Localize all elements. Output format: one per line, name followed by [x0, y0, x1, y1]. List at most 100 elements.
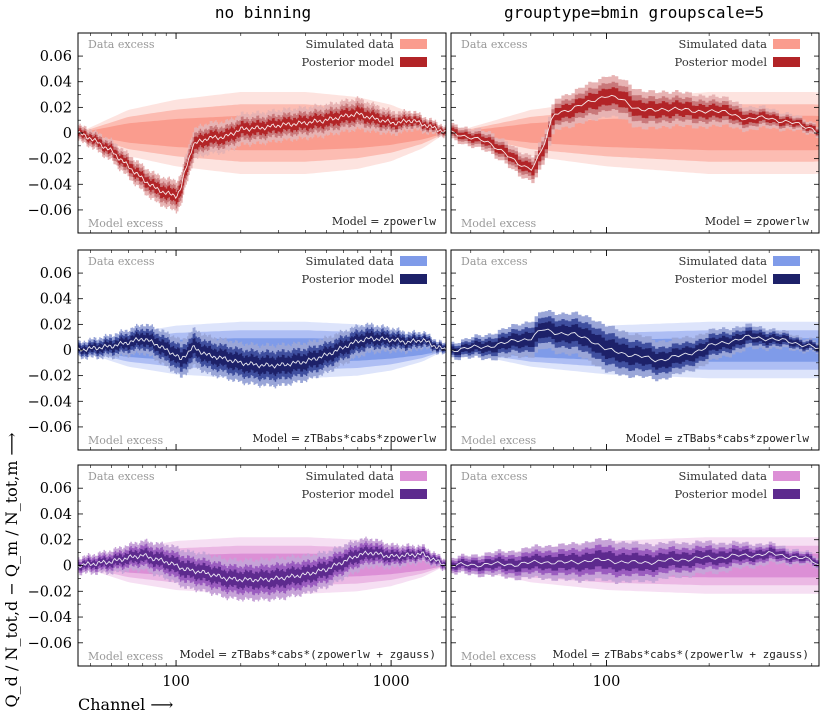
- model-excess-label: Model excess: [88, 434, 163, 447]
- legend-simulated-swatch: [773, 39, 800, 49]
- panel-r2-c2: Data excess Model excess Simulated data Pos…: [450, 249, 820, 451]
- panel-r3-c1: −0.06 −0.04 −0.02 0 0.02 0.04 0.06 100 1000 Data …: [28, 464, 447, 690]
- legend-simulated-swatch: [773, 471, 800, 481]
- x-tick-label: 100: [593, 674, 621, 690]
- y-tick-label: 0.02: [40, 533, 72, 549]
- y-tick-label: −0.02: [28, 152, 72, 168]
- y-tick-label: −0.04: [28, 394, 72, 410]
- y-tick-label: 0.04: [40, 507, 72, 523]
- model-label: Model = zTBabs*cabs*(zpowerlw + zgauss): [553, 648, 809, 661]
- y-tick-label: 0.06: [40, 481, 72, 497]
- model-prefix: Model =: [252, 432, 303, 445]
- y-tick-label: 0: [63, 126, 72, 142]
- legend-simulated-swatch: [400, 39, 427, 49]
- legend-simulated-label: Simulated data: [678, 254, 767, 268]
- legend-posterior-swatch: [400, 489, 427, 499]
- panels-container: −0.06 −0.04 −0.02 0 0.02 0.04 0.06 Data excess M…: [28, 32, 820, 690]
- model-label: Model = zpowerlw: [332, 215, 437, 228]
- legend-posterior-swatch: [773, 57, 800, 67]
- model-excess-label: Model excess: [88, 650, 163, 663]
- model-label: Model = zTBabs*cabs*zpowerlw: [252, 432, 436, 445]
- model-label: Model = zTBabs*cabs*(zpowerlw + zgauss): [180, 648, 436, 661]
- legend-posterior-label: Posterior model: [302, 55, 395, 69]
- panel-r3-c2: 100 Data excess Model excess Simulated data…: [450, 464, 820, 690]
- y-tick-label: 0.04: [40, 292, 72, 308]
- panel-plot-area: [451, 310, 819, 382]
- legend-posterior-swatch: [773, 489, 800, 499]
- legend-simulated-label: Simulated data: [678, 37, 767, 51]
- legend-posterior-label: Posterior model: [302, 487, 395, 501]
- posterior-median-line: [78, 335, 446, 369]
- posterior-band-inner: [451, 321, 819, 370]
- model-name: zpowerlw: [383, 215, 436, 228]
- model-name: zTBabs*cabs*(zpowerlw + zgauss): [231, 648, 436, 661]
- model-name: zTBabs*cabs*zpowerlw: [304, 432, 437, 445]
- posterior-band-inner: [78, 105, 446, 205]
- data-excess-label: Data excess: [461, 38, 528, 51]
- legend-simulated-swatch: [773, 256, 800, 266]
- y-tick-label: 0.02: [40, 100, 72, 116]
- posterior-median-line: [451, 550, 819, 568]
- x-tick-label: 1000: [373, 674, 410, 690]
- legend-simulated-label: Simulated data: [305, 469, 394, 483]
- column-title-left: no binning: [215, 3, 311, 22]
- model-excess-label: Model excess: [461, 217, 536, 230]
- legend-posterior-swatch: [400, 57, 427, 67]
- y-tick-label: 0.06: [40, 266, 72, 282]
- data-excess-label: Data excess: [461, 470, 528, 483]
- model-prefix: Model =: [625, 432, 676, 445]
- posterior-median-line: [78, 550, 446, 583]
- legend-simulated-label: Simulated data: [678, 469, 767, 483]
- model-name: zpowerlw: [756, 215, 809, 228]
- legend-posterior-swatch: [773, 274, 800, 284]
- model-prefix: Model =: [332, 215, 383, 228]
- legend-simulated-swatch: [400, 471, 427, 481]
- model-label: Model = zTBabs*cabs*zpowerlw: [625, 432, 809, 445]
- posterior-median-line: [451, 94, 819, 172]
- posterior-median-line: [451, 328, 819, 363]
- model-name: zTBabs*cabs*zpowerlw: [677, 432, 810, 445]
- panel-plot-area: [78, 321, 446, 389]
- model-label: Model = zpowerlw: [705, 215, 810, 228]
- y-tick-label: −0.06: [28, 203, 72, 219]
- panel-plot-area: [78, 92, 446, 214]
- legend-simulated-swatch: [400, 256, 427, 266]
- legend-simulated-label: Simulated data: [305, 37, 394, 51]
- panel-r1-c1: −0.06 −0.04 −0.02 0 0.02 0.04 0.06 Data excess M…: [28, 32, 447, 234]
- y-tick-label: −0.06: [28, 420, 72, 436]
- model-excess-label: Model excess: [88, 217, 163, 230]
- y-tick-label: 0: [63, 559, 72, 575]
- legend-simulated-label: Simulated data: [305, 254, 394, 268]
- posterior-band-mid: [78, 101, 446, 209]
- legend-posterior-label: Posterior model: [675, 487, 768, 501]
- panel-r1-c2: Data excess Model excess Simulated data Pos…: [450, 32, 820, 234]
- posterior-band-inner: [451, 547, 819, 572]
- model-prefix: Model =: [553, 648, 604, 661]
- y-tick-label: −0.04: [28, 177, 72, 193]
- panel-plot-area: [451, 75, 819, 184]
- y-tick-label: 0.02: [40, 317, 72, 333]
- legend-posterior-label: Posterior model: [302, 272, 395, 286]
- model-prefix: Model =: [180, 648, 231, 661]
- x-axis-label: Channel ⟶: [78, 695, 173, 714]
- data-excess-label: Data excess: [88, 470, 155, 483]
- x-tick-label: 100: [162, 674, 190, 690]
- panel-r2-c1: −0.06 −0.04 −0.02 0 0.02 0.04 0.06 Data excess M…: [28, 249, 447, 451]
- data-excess-label: Data excess: [88, 255, 155, 268]
- y-tick-label: 0.04: [40, 75, 72, 91]
- y-tick-label: 0.06: [40, 49, 72, 65]
- legend-posterior-label: Posterior model: [675, 272, 768, 286]
- model-name: zTBabs*cabs*(zpowerlw + zgauss): [604, 648, 809, 661]
- y-axis-label: Q_d / N_tot,d − Q_m / N_tot,m ⟶: [2, 432, 21, 707]
- data-excess-label: Data excess: [461, 255, 528, 268]
- y-tick-label: −0.02: [28, 369, 72, 385]
- panel-plot-area: [78, 536, 446, 602]
- model-excess-label: Model excess: [461, 434, 536, 447]
- model-prefix: Model =: [705, 215, 756, 228]
- y-tick-label: −0.06: [28, 636, 72, 652]
- legend-posterior-label: Posterior model: [675, 55, 768, 69]
- column-title-right: grouptype=bmin groupscale=5: [504, 3, 764, 22]
- y-tick-label: −0.04: [28, 610, 72, 626]
- posterior-median-line: [78, 110, 446, 200]
